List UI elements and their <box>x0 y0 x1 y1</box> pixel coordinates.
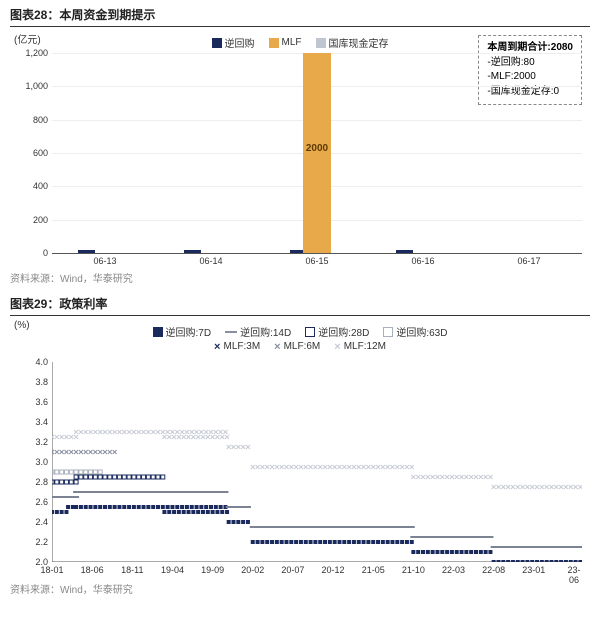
legend-item: 逆回购:7D <box>153 324 212 339</box>
infobox-line2: -逆回购:80 <box>487 56 573 71</box>
xtick: 20-07 <box>281 565 304 575</box>
chart-29-legend-row1: 逆回购:7D 逆回购:14D 逆回购:28D 逆回购:63D <box>10 320 590 339</box>
xtick: 18-11 <box>121 565 143 575</box>
xtick: 19-09 <box>201 565 224 575</box>
ytick: 200 <box>10 215 48 225</box>
xtick: 20-12 <box>322 565 345 575</box>
infobox-line3: -MLF:2000 <box>487 70 573 85</box>
ytick: 4.0 <box>10 357 48 367</box>
ytick: 1,200 <box>10 48 48 58</box>
chart-29-yunit: (%) <box>14 320 30 331</box>
legend-item: ×MLF:12M <box>334 341 386 352</box>
legend-item: 逆回购:14D <box>225 324 291 339</box>
ytick: 3.8 <box>10 377 48 387</box>
xtick: 22-03 <box>442 565 465 575</box>
xtick: 06-14 <box>199 256 222 266</box>
legend-item: 逆回购 <box>212 35 255 50</box>
chart-28-title: 图表28：本周资金到期提示 <box>10 6 590 27</box>
ytick: 3.0 <box>10 457 48 467</box>
xtick: 19-04 <box>161 565 184 575</box>
chart-28-infobox: 本周到期合计:2080 -逆回购:80 -MLF:2000 -国库现金定存:0 <box>478 35 582 105</box>
chart-28: 图表28：本周资金到期提示 (亿元) 逆回购 MLF 国库现金定存 本周到期合计:2… <box>0 0 600 289</box>
xtick: 18-01 <box>40 565 63 575</box>
legend-item: MLF <box>269 35 302 50</box>
ytick: 2.6 <box>10 497 48 507</box>
bar <box>78 250 95 253</box>
xtick: 06-13 <box>93 256 116 266</box>
ytick: 2.2 <box>10 537 48 547</box>
xtick: 23-06 <box>566 565 582 585</box>
ytick: 1,000 <box>10 81 48 91</box>
xtick: 20-02 <box>241 565 264 575</box>
xtick: 06-15 <box>305 256 328 266</box>
bar <box>396 250 413 253</box>
ytick: 2.8 <box>10 477 48 487</box>
legend-item: 国库现金定存 <box>316 35 389 50</box>
ytick: 800 <box>10 115 48 125</box>
xtick: 22-08 <box>482 565 505 575</box>
xtick: 21-10 <box>402 565 425 575</box>
chart-29-title: 图表29：政策利率 <box>10 295 590 316</box>
ytick: 400 <box>10 181 48 191</box>
bar <box>184 250 201 253</box>
xtick: 18-06 <box>81 565 104 575</box>
chart-29-legend-row2: ×MLF:3M ×MLF:6M ×MLF:12M <box>10 339 590 352</box>
chart-28-yunit: (亿元) <box>14 31 41 46</box>
xtick: 23-01 <box>522 565 545 575</box>
xtick: 06-16 <box>411 256 434 266</box>
chart-29: 图表29：政策利率 (%) 逆回购:7D 逆回购:14D 逆回购:28D 逆回购:63… <box>0 289 600 600</box>
ytick: 3.4 <box>10 417 48 427</box>
chart-28-source: 资料来源：Wind，华泰研究 <box>10 270 590 285</box>
xtick: 21-05 <box>362 565 385 575</box>
bar-value-label: 2000 <box>306 143 328 154</box>
legend-item: ×MLF:6M <box>274 341 320 352</box>
legend-item: 逆回购:63D <box>383 324 447 339</box>
ytick: 3.2 <box>10 437 48 447</box>
ytick: 2.4 <box>10 517 48 527</box>
chart-29-source: 资料来源：Wind，华泰研究 <box>10 581 590 596</box>
xtick: 06-17 <box>517 256 540 266</box>
ytick: 3.6 <box>10 397 48 407</box>
ytick: 600 <box>10 148 48 158</box>
legend-item: 逆回购:28D <box>305 324 369 339</box>
chart-29-svg <box>52 362 582 562</box>
legend-item: ×MLF:3M <box>214 341 260 352</box>
chart-29-plot: (%) 逆回购:7D逆回购:14D逆回购:28D逆回购:63D ×MLF:3M×… <box>10 320 590 578</box>
chart-28-plot: (亿元) 逆回购 MLF 国库现金定存 本周到期合计:2080 -逆回购:80 -M… <box>10 31 590 267</box>
ytick: 0 <box>10 248 48 258</box>
